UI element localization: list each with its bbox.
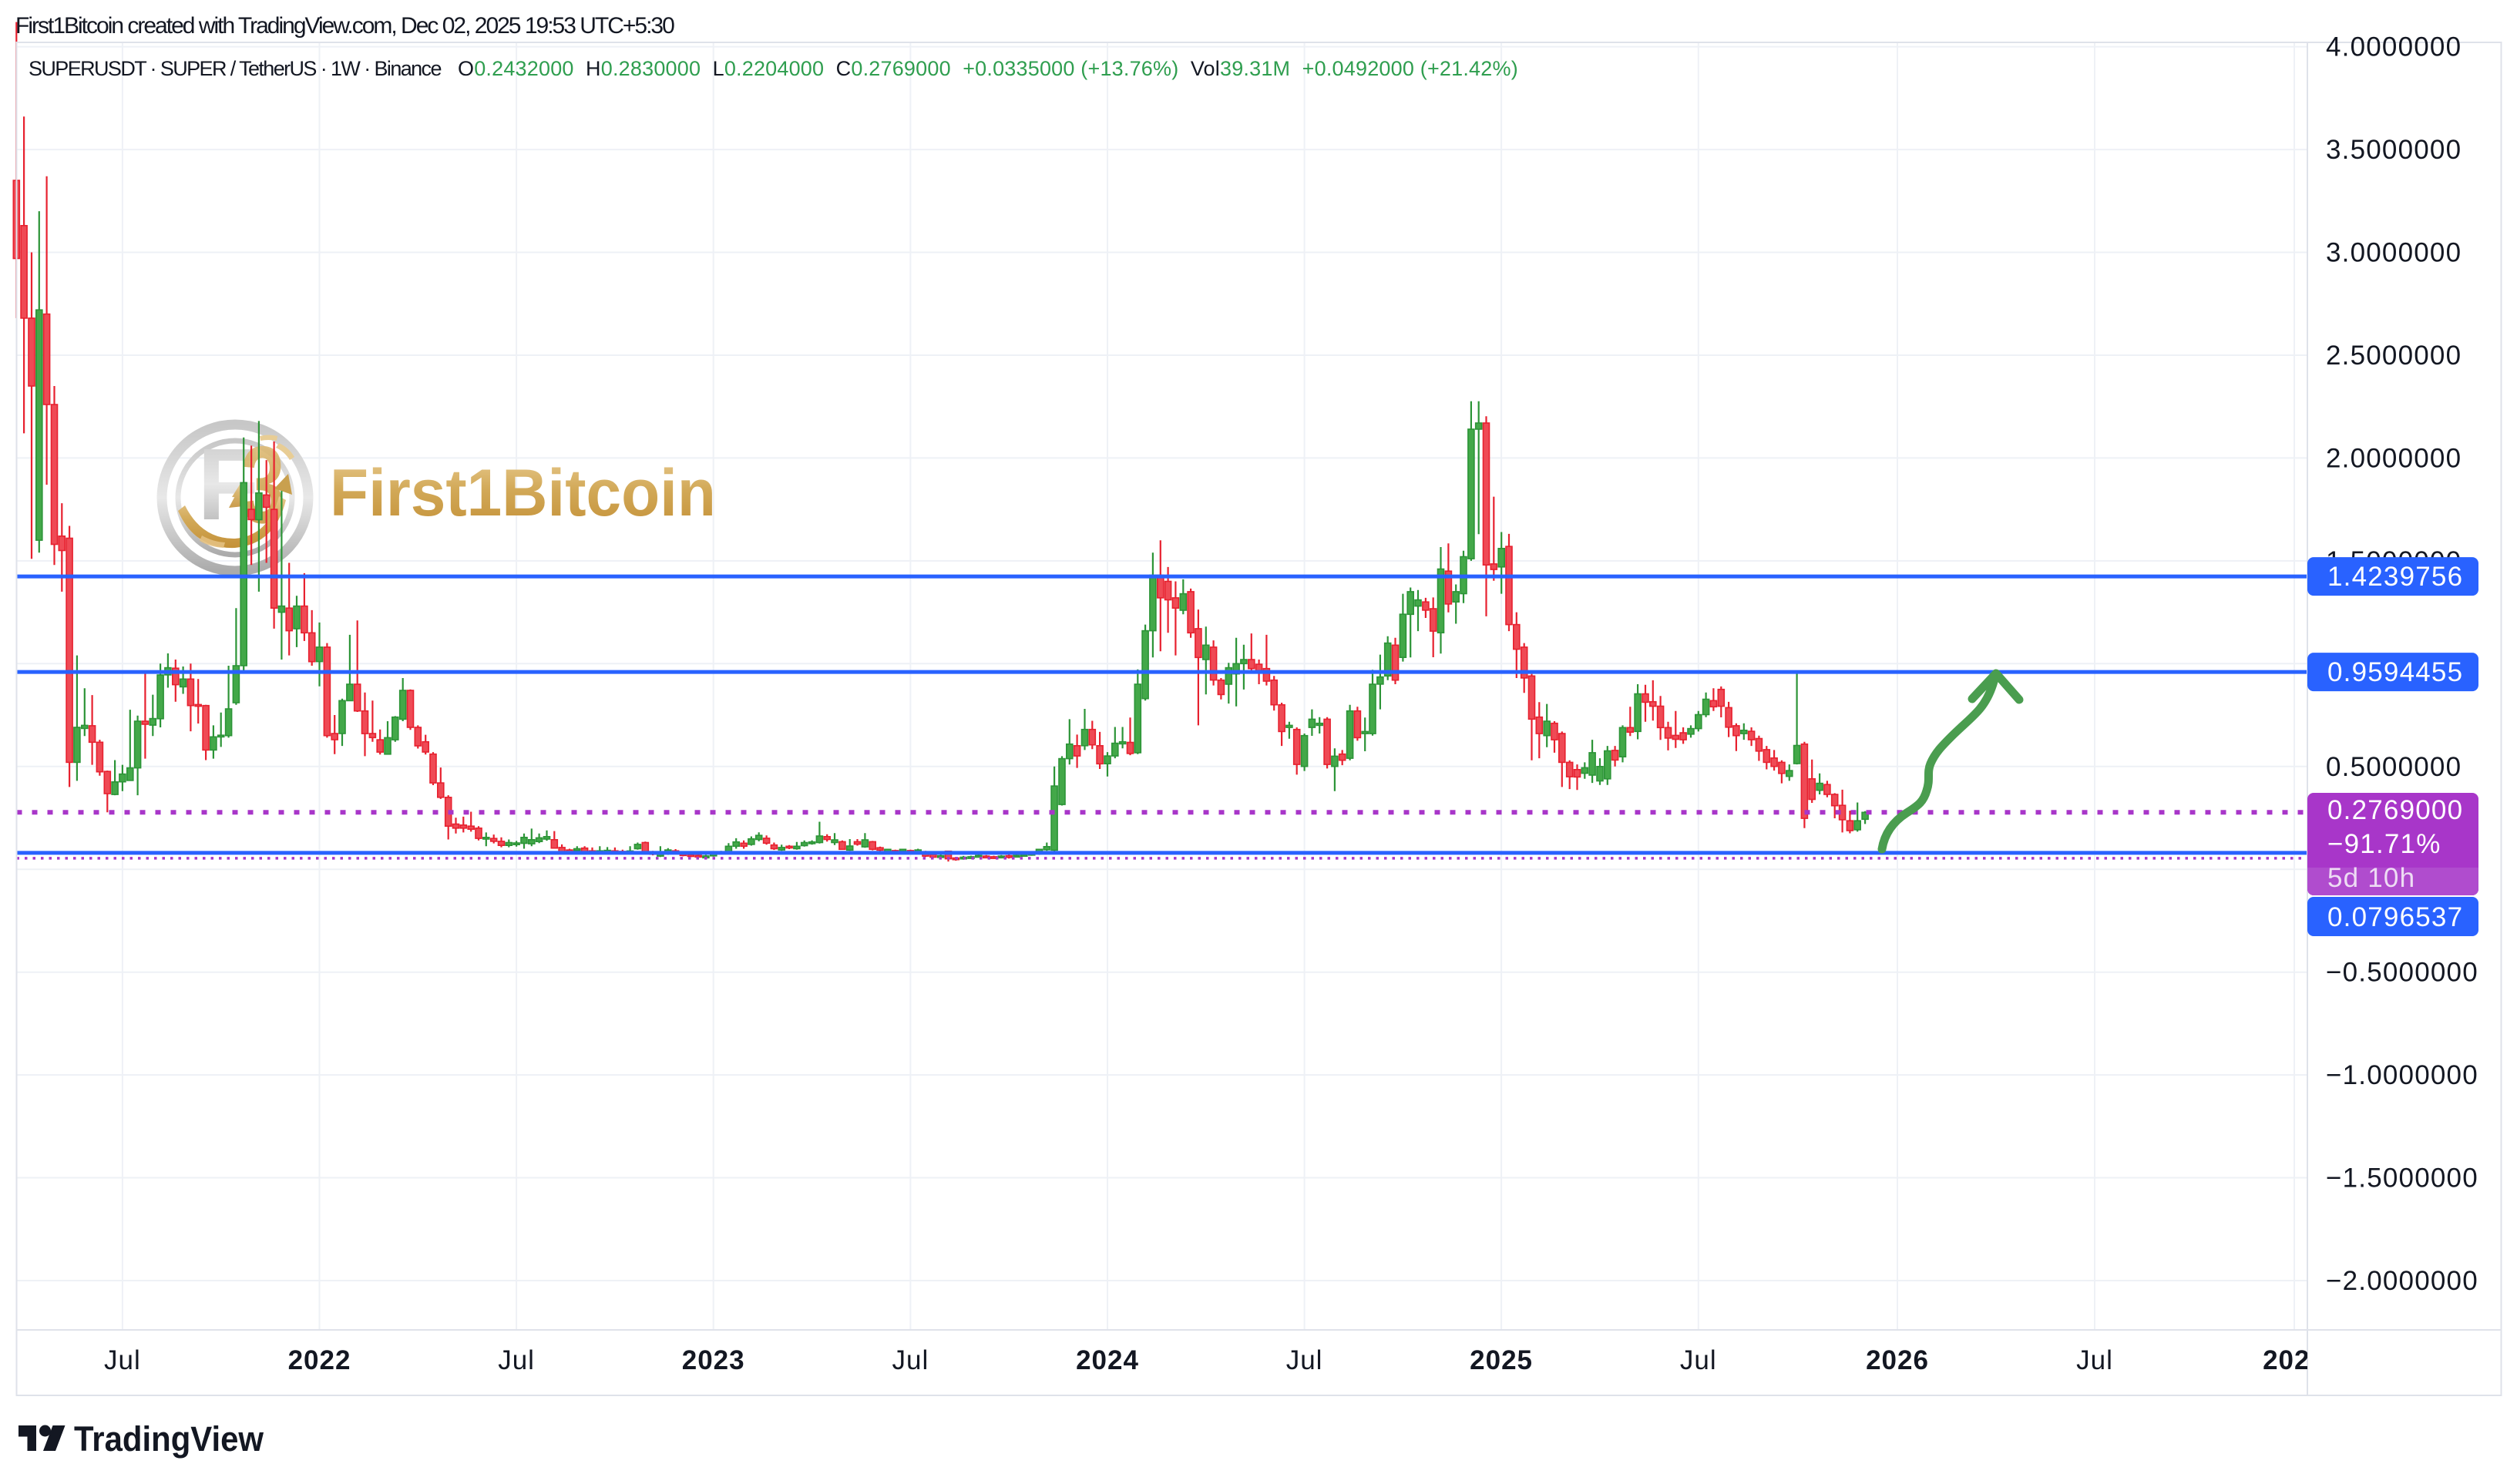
svg-text:3.5000000: 3.5000000	[2326, 135, 2462, 165]
svg-text:5d 10h: 5d 10h	[2327, 863, 2415, 893]
svg-text:0.5000000: 0.5000000	[2326, 752, 2462, 782]
svg-text:2024: 2024	[1076, 1345, 1139, 1375]
svg-text:2025: 2025	[1470, 1345, 1533, 1375]
svg-text:−1.5000000: −1.5000000	[2326, 1163, 2478, 1194]
svg-text:3.0000000: 3.0000000	[2326, 238, 2462, 268]
svg-text:Jul: Jul	[1680, 1345, 1717, 1375]
svg-text:2027: 2027	[2263, 1345, 2326, 1375]
svg-text:−91.71%: −91.71%	[2327, 829, 2441, 859]
svg-text:First1Bitcoin: First1Bitcoin	[330, 456, 716, 530]
svg-text:−0.5000000: −0.5000000	[2326, 958, 2478, 988]
svg-text:Jul: Jul	[892, 1345, 929, 1375]
svg-text:2022: 2022	[288, 1345, 351, 1375]
svg-text:Jul: Jul	[1286, 1345, 1323, 1375]
svg-text:−2.0000000: −2.0000000	[2326, 1266, 2478, 1296]
svg-text:2.5000000: 2.5000000	[2326, 341, 2462, 371]
svg-text:2023: 2023	[682, 1345, 745, 1375]
svg-text:2026: 2026	[1866, 1345, 1929, 1375]
svg-text:Jul: Jul	[2076, 1345, 2113, 1375]
svg-text:1.4239756: 1.4239756	[2327, 562, 2463, 592]
svg-text:F: F	[197, 428, 260, 541]
svg-text:TradingView: TradingView	[74, 1419, 264, 1459]
svg-text:Jul: Jul	[498, 1345, 535, 1375]
svg-text:2.0000000: 2.0000000	[2326, 443, 2462, 473]
svg-text:0.2769000: 0.2769000	[2327, 795, 2463, 825]
svg-text:Jul: Jul	[104, 1345, 141, 1375]
svg-text:4.0000000: 4.0000000	[2326, 32, 2462, 62]
svg-text:0.0796537: 0.0796537	[2327, 902, 2463, 932]
svg-text:−1.0000000: −1.0000000	[2326, 1060, 2478, 1090]
svg-text:0.9594455: 0.9594455	[2327, 657, 2463, 687]
